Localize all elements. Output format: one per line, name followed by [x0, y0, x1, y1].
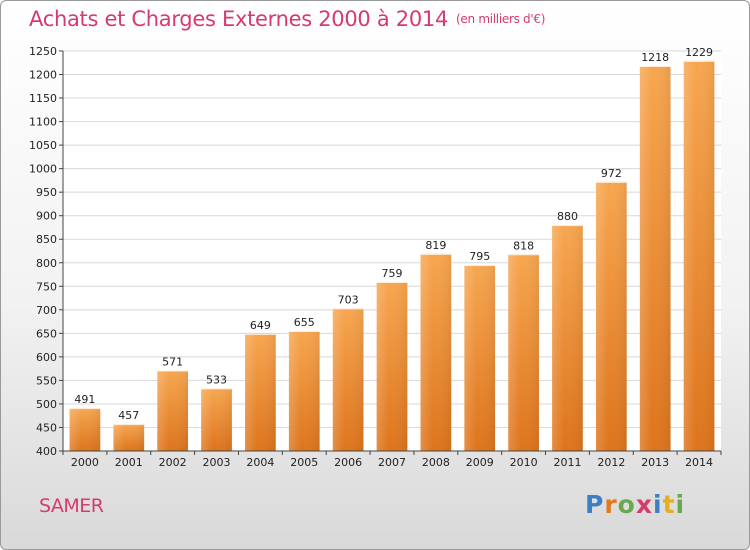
chart-title: Achats et Charges Externes 2000 à 2014 (e…: [29, 7, 545, 31]
logo-letter: P: [585, 490, 605, 519]
chart-subtitle: (en milliers d'€): [456, 12, 546, 26]
logo-letter: r: [604, 490, 618, 519]
x-tick-label: 2007: [378, 456, 406, 469]
data-label: 491: [74, 393, 95, 406]
data-label: 457: [118, 409, 139, 422]
y-tick-label: 450: [36, 421, 57, 434]
y-tick-label: 600: [36, 351, 57, 364]
logo-letter: t: [662, 490, 676, 519]
x-tick-label: 2005: [290, 456, 318, 469]
data-label: 649: [250, 319, 271, 332]
bar-shade: [288, 331, 320, 451]
bar-shade: [552, 225, 583, 451]
data-label: 655: [294, 316, 315, 329]
data-label: 1218: [641, 51, 669, 64]
x-tick-label: 2000: [71, 456, 99, 469]
y-tick-label: 800: [36, 257, 57, 270]
bar-shade: [639, 66, 671, 451]
location-label: SAMER: [39, 495, 104, 517]
y-tick-label: 650: [36, 327, 57, 340]
chart-title-text: Achats et Charges Externes 2000 à 2014: [29, 7, 449, 31]
bar-shade: [201, 388, 232, 451]
y-tick-label: 1050: [29, 139, 57, 152]
axes: 400 450 500 550 600 650 700 750 800 850 900 950 1000…: [29, 45, 722, 469]
proxiti-logo: Proxiti: [585, 490, 685, 519]
x-tick-label: 2013: [641, 456, 669, 469]
data-label: 533: [206, 373, 227, 386]
x-tick-label: 2009: [466, 456, 494, 469]
y-tick-label: 750: [36, 280, 57, 293]
bar-shade: [683, 60, 715, 451]
data-label: 972: [601, 167, 622, 180]
data-label: 759: [382, 267, 403, 280]
x-tick-label: 2002: [159, 456, 187, 469]
y-tick-label: 400: [36, 445, 57, 458]
logo-letter: i: [675, 490, 686, 519]
data-label: 880: [557, 210, 578, 223]
bar-shade: [332, 308, 364, 451]
data-label: 818: [513, 239, 534, 252]
y-tick-label: 1000: [29, 163, 57, 176]
x-tick-label: 2001: [115, 456, 143, 469]
x-tick-label: 2003: [203, 456, 231, 469]
data-label: 795: [469, 250, 490, 263]
bar-shade: [113, 424, 145, 451]
data-label: 703: [338, 293, 359, 306]
x-tick-label: 2004: [246, 456, 274, 469]
bar-shade: [69, 408, 101, 451]
data-label: 819: [425, 239, 446, 252]
bar-shade: [245, 333, 276, 451]
x-tick-label: 2010: [510, 456, 538, 469]
bar-shade: [420, 253, 452, 451]
y-tick-label: 900: [36, 210, 57, 223]
x-tick-label: 2006: [334, 456, 362, 469]
x-tick-label: 2008: [422, 456, 450, 469]
data-label: 1229: [685, 46, 713, 59]
x-tick-label: 2011: [553, 456, 581, 469]
y-tick-label: 1250: [29, 45, 57, 58]
data-label: 571: [162, 356, 183, 369]
logo-letter: x: [635, 490, 653, 519]
y-tick-label: 500: [36, 398, 57, 411]
x-tick-label: 2014: [685, 456, 713, 469]
bar-shade: [157, 370, 189, 451]
bar-shade: [376, 282, 408, 451]
bar-shade: [464, 265, 496, 451]
bar-shade: [508, 254, 539, 451]
y-tick-label: 850: [36, 233, 57, 246]
logo-letter: o: [617, 490, 636, 519]
bars: 491 457 571 533 649 655 703 759 819 795 818 880 972 1…: [69, 46, 715, 451]
y-tick-label: 950: [36, 186, 57, 199]
y-tick-label: 1100: [29, 116, 57, 129]
y-tick-label: 1200: [29, 69, 57, 82]
y-tick-label: 550: [36, 374, 57, 387]
logo-letter: i: [653, 490, 663, 519]
y-tick-label: 700: [36, 304, 57, 317]
y-tick-label: 1150: [29, 92, 57, 105]
x-tick-label: 2012: [597, 456, 625, 469]
bar-shade: [595, 181, 627, 451]
